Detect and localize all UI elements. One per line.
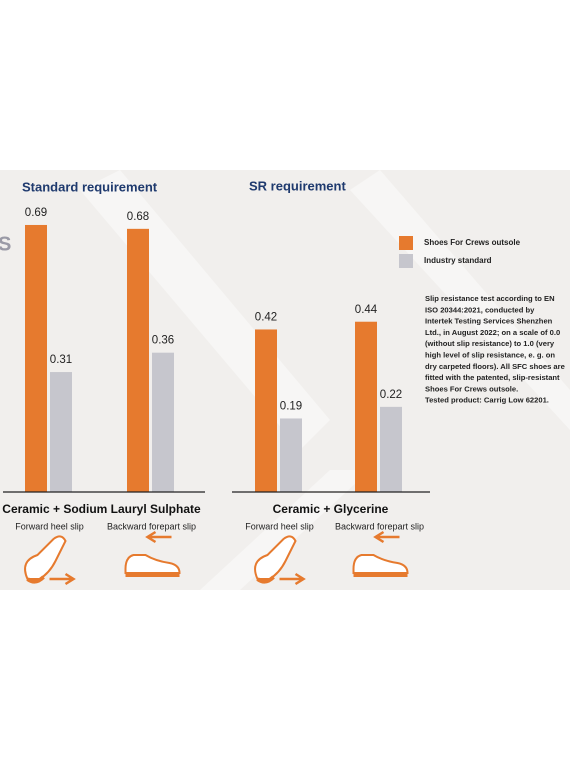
note-line: Shoes For Crews outsole.: [425, 384, 518, 393]
value-label: 0.69: [25, 207, 47, 219]
legend-swatch: [399, 236, 413, 250]
group-label: Ceramic + Glycerine: [273, 502, 389, 516]
shoe-icon: [352, 530, 409, 577]
category-label: Forward heel slip: [245, 521, 314, 531]
bar: [152, 352, 174, 492]
note-line: dry carpeted floors). All SFC shoes are: [425, 362, 565, 371]
bar: [355, 321, 377, 492]
note-line: (without slip resistance) to 1.0 (very: [425, 339, 555, 348]
value-label: 0.42: [255, 311, 277, 323]
chart-title: Standard requirement: [22, 179, 158, 194]
value-label: 0.68: [127, 211, 149, 223]
arrow: [49, 572, 76, 586]
arrow: [373, 530, 400, 544]
bar: [280, 418, 302, 492]
note-line: Intertek Testing Services Shenzhen: [425, 317, 553, 326]
arrow: [279, 572, 306, 586]
note-line: Ltd., in August 2022; on a scale of 0.0: [425, 328, 560, 337]
legend: Shoes For Crews outsole Industry standard: [399, 236, 521, 268]
bar: [380, 406, 402, 492]
shoe-outline: [352, 554, 409, 574]
note-line: Slip resistance test according to EN: [425, 294, 555, 303]
bar: [127, 228, 149, 492]
bar: [50, 372, 72, 492]
background-shape: [200, 470, 370, 590]
bar: [25, 224, 47, 492]
shoe-outline: [24, 535, 67, 580]
category-label: Backward forepart slip: [107, 521, 196, 531]
bar: [255, 329, 277, 492]
background-shape: [350, 170, 570, 430]
value-label: 0.36: [152, 335, 174, 347]
legend-swatch: [399, 254, 413, 268]
value-label: 0.22: [380, 389, 402, 401]
category-label: Backward forepart slip: [335, 521, 424, 531]
arrow: [145, 530, 172, 544]
note: Slip resistance test according to EN ISO …: [425, 294, 565, 405]
category-label: Forward heel slip: [15, 521, 84, 531]
legend-label: Shoes For Crews outsole: [424, 238, 521, 247]
legend-label: Industry standard: [424, 256, 492, 265]
shoe-outline: [254, 535, 297, 580]
shoe-sole: [26, 575, 45, 584]
shoe-outline: [124, 554, 181, 574]
cut-off-letter: S: [0, 233, 11, 255]
value-label: 0.31: [50, 354, 72, 366]
note-line: fitted with the patented, slip-resistant: [425, 373, 560, 382]
value-label: 0.44: [355, 304, 378, 316]
shoe-icon: [24, 535, 76, 586]
chart-title: SR requirement: [249, 178, 346, 193]
note-line: high level of slip resistance, e. g. on: [425, 351, 555, 360]
shoe-icon: [124, 530, 181, 577]
group-label: Ceramic + Sodium Lauryl Sulphate: [2, 502, 201, 516]
shoe-icon: [254, 535, 306, 586]
note-line: Tested product: Carrig Low 62201.: [425, 396, 549, 405]
shoe-sole: [256, 575, 275, 584]
note-line: ISO 20344:2021, conducted by: [425, 305, 535, 314]
value-label: 0.19: [280, 401, 302, 413]
